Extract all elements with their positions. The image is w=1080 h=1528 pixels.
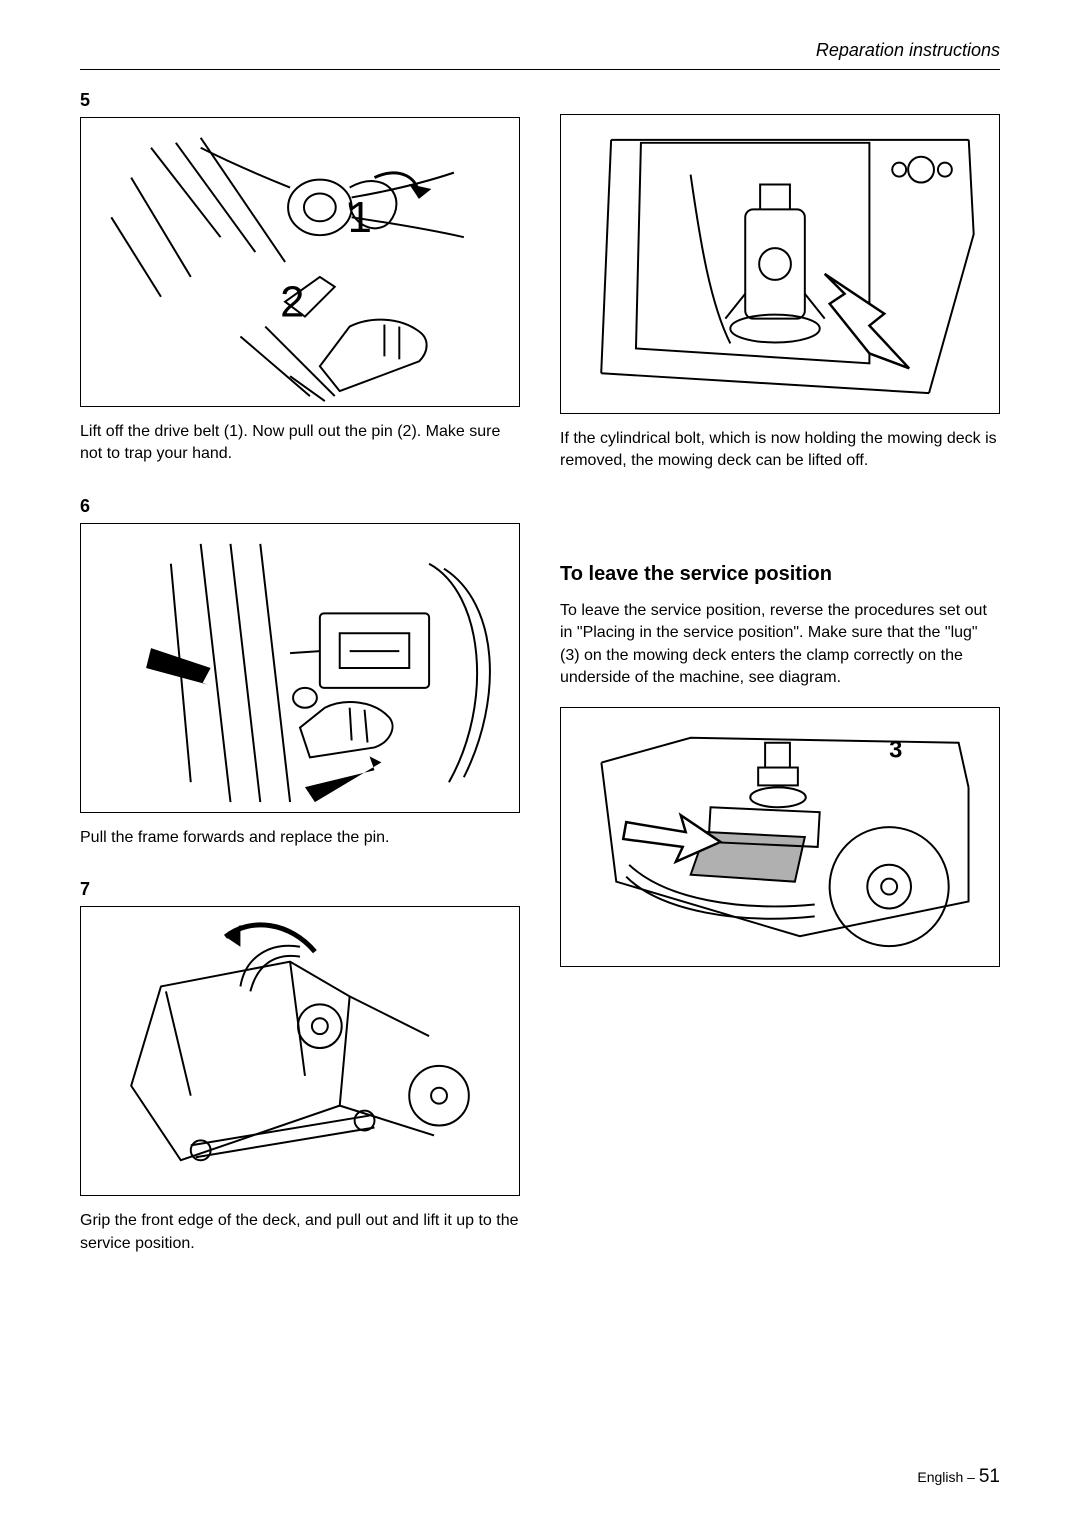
- step-7: 7: [80, 879, 520, 1255]
- footer-page: 51: [979, 1466, 1000, 1487]
- step-6-number: 6: [80, 496, 520, 517]
- step6-arrow-bottom: [305, 756, 381, 802]
- section-body: To leave the service position, reverse t…: [560, 600, 1000, 690]
- step-6-figure: [80, 523, 520, 813]
- step-5: 5: [80, 90, 520, 466]
- content-columns: 5: [80, 90, 1000, 1285]
- step-6: 6: [80, 496, 520, 849]
- left-column: 5: [80, 90, 520, 1285]
- header-divider: [80, 69, 1000, 70]
- header-label: Reparation instructions: [80, 40, 1000, 61]
- step-7-diagram: [81, 907, 519, 1195]
- leave-service-section: To leave the service position To leave t…: [560, 553, 1000, 982]
- step-7-number: 7: [80, 879, 520, 900]
- right-bottom-diagram: 3: [561, 708, 999, 966]
- right-bottom-figure: 3: [560, 707, 1000, 967]
- right-top-arrow: [825, 274, 909, 368]
- right-column: If the cylindrical bolt, which is now ho…: [560, 90, 1000, 1285]
- step-5-caption: Lift off the drive belt (1). Now pull ou…: [80, 421, 520, 466]
- footer-separator: –: [963, 1469, 979, 1485]
- right-top-diagram: [561, 115, 999, 413]
- step-5-figure: 1 2: [80, 117, 520, 407]
- step-7-figure: [80, 906, 520, 1196]
- right-top-caption: If the cylindrical bolt, which is now ho…: [560, 428, 1000, 473]
- step-6-caption: Pull the frame forwards and replace the …: [80, 827, 520, 849]
- step-5-number: 5: [80, 90, 520, 111]
- footer-language: English: [917, 1469, 963, 1485]
- fig5-callout-1: 1: [348, 193, 372, 242]
- step-7-caption: Grip the front edge of the deck, and pul…: [80, 1210, 520, 1255]
- fig-bottom-callout-3: 3: [889, 737, 902, 764]
- right-top-block: If the cylindrical bolt, which is now ho…: [560, 114, 1000, 473]
- right-top-figure: [560, 114, 1000, 414]
- step-6-diagram: [81, 524, 519, 812]
- section-title: To leave the service position: [560, 563, 1000, 586]
- page-footer: English – 51: [917, 1466, 1000, 1488]
- step-5-diagram: 1 2: [81, 118, 519, 406]
- fig5-callout-2: 2: [280, 278, 304, 327]
